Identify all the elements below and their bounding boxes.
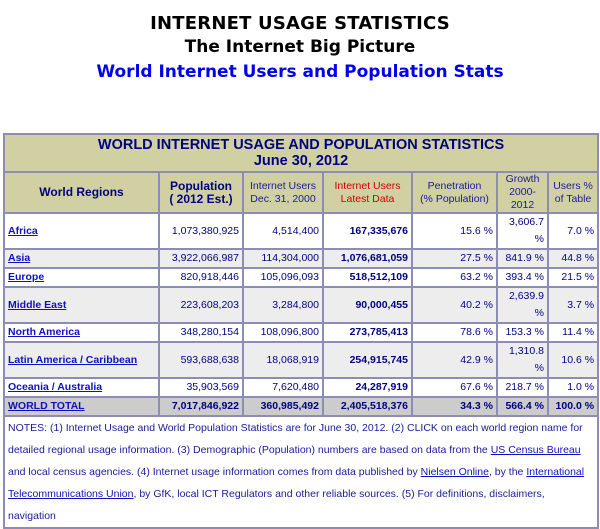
total-row: WORLD TOTAL 7,017,846,922 360,985,492 2,… <box>3 396 600 417</box>
share-cell: 44.8 % <box>546 248 600 269</box>
table-row: Europe 820,918,446 105,096,093 518,512,1… <box>3 267 600 288</box>
users-2000-cell: 18,068,919 <box>242 341 324 379</box>
region-link-europe[interactable]: Europe <box>8 271 45 283</box>
internet-usage-table: WORLD INTERNET USAGE AND POPULATION STAT… <box>2 133 600 529</box>
population-cell: 35,903,569 <box>158 377 244 398</box>
table-title-date: June 30, 2012 <box>253 153 349 169</box>
col-header-population: Population( 2012 Est.) <box>158 171 244 214</box>
population-cell: 348,280,154 <box>158 322 244 343</box>
users-2000-cell: 108,096,800 <box>242 322 324 343</box>
users-latest-cell: 518,512,109 <box>322 267 413 288</box>
total-penetration-cell: 34.3 % <box>411 396 498 417</box>
table-title-main: WORLD INTERNET USAGE AND POPULATION STAT… <box>97 137 505 153</box>
penetration-cell: 42.9 % <box>411 341 498 379</box>
col-header-growth: Growth 2000-2012 <box>496 171 549 214</box>
penetration-cell: 27.5 % <box>411 248 498 269</box>
col-header-users-2000: Internet Users Dec. 31, 2000 <box>242 171 324 214</box>
region-link-africa[interactable]: Africa <box>8 224 38 237</box>
us-census-bureau-link[interactable]: US Census Bureau <box>490 444 581 456</box>
users-latest-cell: 167,335,676 <box>322 212 413 250</box>
table-title: WORLD INTERNET USAGE AND POPULATION STAT… <box>2 133 600 173</box>
users-2000-cell: 105,096,093 <box>242 267 324 288</box>
penetration-cell: 63.2 % <box>411 267 498 288</box>
share-cell: 1.0 % <box>546 377 600 398</box>
region-link-middle-east[interactable]: Middle East <box>8 298 67 311</box>
share-cell: 7.0 % <box>546 212 600 250</box>
table-row: Asia 3,922,066,987 114,304,000 1,076,681… <box>3 248 600 269</box>
growth-cell: 2,639.9 % <box>496 286 549 324</box>
users-2000-cell: 4,514,400 <box>242 212 324 250</box>
nielsen-online-link[interactable]: Nielsen Online <box>420 466 489 478</box>
users-latest-cell: 1,076,681,059 <box>322 248 413 269</box>
share-cell: 3.7 % <box>546 286 600 324</box>
region-link-asia[interactable]: Asia <box>8 252 31 264</box>
page-subheading: The Internet Big Picture <box>184 37 416 57</box>
population-cell: 820,918,446 <box>158 267 244 288</box>
population-cell: 223,608,203 <box>158 286 244 324</box>
col-header-regions: World Regions <box>3 171 160 214</box>
penetration-cell: 15.6 % <box>411 212 498 250</box>
population-cell: 3,922,066,987 <box>158 248 244 269</box>
total-growth-cell: 566.4 % <box>496 396 549 417</box>
users-latest-cell: 90,000,455 <box>322 286 413 324</box>
table-row: Latin America / Caribbean 593,688,638 18… <box>3 341 600 379</box>
table-row: Oceania / Australia 35,903,569 7,620,480… <box>3 377 600 398</box>
users-2000-cell: 7,620,480 <box>242 377 324 398</box>
region-link-north-america[interactable]: North America <box>8 326 80 338</box>
total-users-latest-cell: 2,405,518,376 <box>322 396 413 417</box>
region-link-oceania[interactable]: Oceania / Australia <box>8 381 103 393</box>
population-cell: 1,073,380,925 <box>158 212 244 250</box>
growth-cell: 3,606.7 % <box>496 212 549 250</box>
users-latest-cell: 273,785,413 <box>322 322 413 343</box>
col-header-users-latest: Internet Users Latest Data <box>322 171 413 214</box>
growth-cell: 1,310.8 % <box>496 341 549 379</box>
population-cell: 593,688,638 <box>158 341 244 379</box>
growth-cell: 841.9 % <box>496 248 549 269</box>
col-header-share: Users % of Table <box>546 171 600 214</box>
total-population-cell: 7,017,846,922 <box>158 396 244 417</box>
users-latest-cell: 254,915,745 <box>322 341 413 379</box>
users-2000-cell: 3,284,800 <box>242 286 324 324</box>
share-cell: 21.5 % <box>546 267 600 288</box>
region-link-latin-america[interactable]: Latin America / Caribbean <box>8 353 138 366</box>
region-link-world-total[interactable]: WORLD TOTAL <box>8 400 85 412</box>
page-tagline: World Internet Users and Population Stat… <box>96 62 504 82</box>
users-2000-cell: 114,304,000 <box>242 248 324 269</box>
penetration-cell: 40.2 % <box>411 286 498 324</box>
growth-cell: 153.3 % <box>496 322 549 343</box>
share-cell: 10.6 % <box>546 341 600 379</box>
users-latest-cell: 24,287,919 <box>322 377 413 398</box>
growth-cell: 393.4 % <box>496 267 549 288</box>
growth-cell: 218.7 % <box>496 377 549 398</box>
share-cell: 11.4 % <box>546 322 600 343</box>
table-row: Africa 1,073,380,925 4,514,400 167,335,6… <box>3 212 600 250</box>
penetration-cell: 67.6 % <box>411 377 498 398</box>
total-share-cell: 100.0 % <box>546 396 600 417</box>
total-users-2000-cell: 360,985,492 <box>242 396 324 417</box>
table-row: North America 348,280,154 108,096,800 27… <box>3 322 600 343</box>
table-notes: NOTES: (1) Internet Usage and World Popu… <box>2 415 600 529</box>
page-heading: INTERNET USAGE STATISTICS <box>150 13 450 34</box>
column-header-row: World Regions Population( 2012 Est.) Int… <box>3 171 600 214</box>
penetration-cell: 78.6 % <box>411 322 498 343</box>
table-row: Middle East 223,608,203 3,284,800 90,000… <box>3 286 600 324</box>
col-header-penetration: Penetration (% Population) <box>411 171 498 214</box>
